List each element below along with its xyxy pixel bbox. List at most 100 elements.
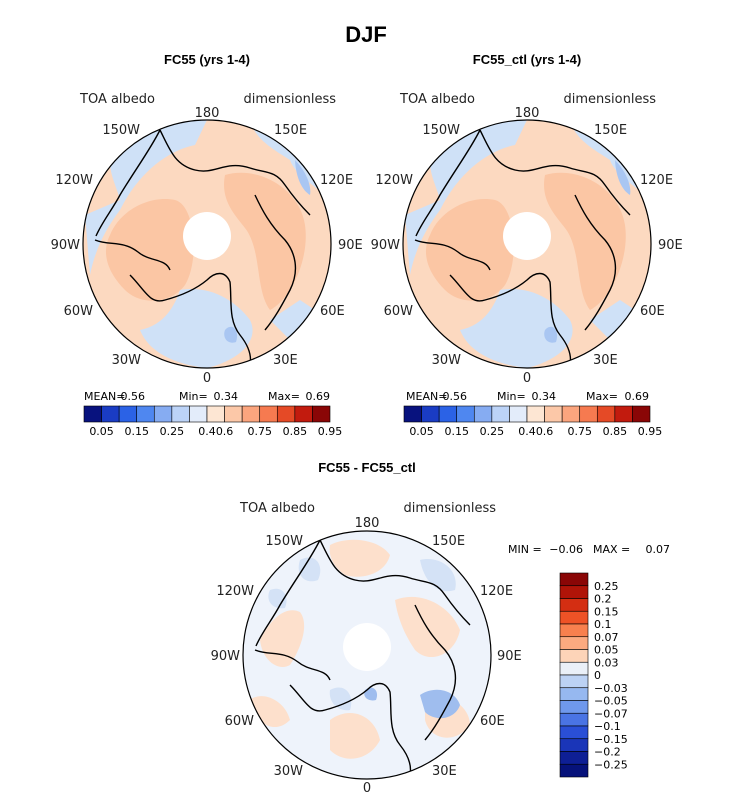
lon-label-30e: 30E: [432, 764, 457, 779]
panel-fc55-map: [83, 120, 331, 368]
stats-mean-value: 0.56: [443, 390, 468, 403]
panel-difference-units-label: dimensionless: [404, 501, 497, 516]
colorbar-tick-label: 0.25: [480, 425, 505, 438]
colorbar-swatch: [259, 405, 278, 423]
colorbar-swatch: [153, 405, 173, 423]
colorbar-tick-label: 0.25: [160, 425, 185, 438]
panel-fc55-ctl-title: FC55_ctl (yrs 1-4): [473, 52, 581, 67]
stats-min-value: 0.34: [532, 390, 557, 403]
lon-label-180: 180: [515, 106, 540, 121]
panel-fc55-colorbar: 0.05 0.15 0.25 0.4 0.6 0.75 0.85 0.95: [83, 405, 343, 438]
lon-label-60e: 60E: [640, 304, 665, 319]
lon-label-30e: 30E: [593, 353, 618, 368]
map-field-warm: [425, 172, 626, 310]
colorbar-tick-label: 0.05: [409, 425, 434, 438]
lon-label-90w: 90W: [211, 649, 241, 664]
stats-mean-value: 0.56: [121, 390, 146, 403]
lon-label-0: 0: [363, 781, 371, 796]
panel-fc55-ctl-colorbar: 0.05 0.15 0.25 0.4 0.6 0.75 0.85 0.95: [403, 405, 663, 438]
panel-difference-lon-labels: 180 150E 120E 90E 60E 30E 0 30W 60W 90W …: [211, 516, 522, 796]
colorbar-swatch: [559, 725, 589, 740]
figure-title: DJF: [345, 22, 387, 47]
colorbar-tick-label: −0.25: [594, 758, 628, 771]
colorbar-swatch: [559, 674, 589, 689]
panel-difference-variable-label: TOA albedo: [239, 501, 315, 516]
colorbar-tick-label: 0.95: [318, 425, 343, 438]
panel-fc55-lon-labels: 180 150E 120E 90E 60E 30E 0 30W 60W 90W …: [51, 106, 363, 386]
stats-max-value: 0.07: [646, 543, 671, 556]
colorbar-swatch: [276, 405, 296, 423]
colorbar-swatch: [171, 405, 190, 423]
colorbar-swatch: [559, 623, 589, 638]
panel-fc55-ctl-variable-label: TOA albedo: [399, 92, 475, 107]
colorbar-tick-label: −0.2: [594, 746, 621, 759]
lon-label-60w: 60W: [384, 304, 414, 319]
colorbar-swatch: [189, 405, 208, 423]
lon-label-90e: 90E: [658, 238, 683, 253]
colorbar-swatch: [101, 405, 120, 423]
lon-label-30w: 30W: [112, 353, 142, 368]
stats-min-label: Min=: [497, 390, 526, 403]
colorbar-tick-label: 0.85: [283, 425, 308, 438]
pole-hole: [503, 212, 551, 260]
stats-max-label: Max=: [586, 390, 618, 403]
panel-fc55-ctl-lon-labels: 180 150E 120E 90E 60E 30E 0 30W 60W 90W …: [371, 106, 683, 386]
stats-min-label: MIN =: [508, 543, 542, 556]
panel-difference-colorbar: 0.250.20.150.10.070.050.030−0.03−0.05−0.…: [559, 572, 628, 778]
pole-hole: [343, 623, 391, 671]
panel-difference-title: FC55 - FC55_ctl: [318, 460, 416, 475]
colorbar-tick-label: −0.15: [594, 733, 628, 746]
colorbar-swatch: [456, 405, 475, 423]
panel-fc55-variable-label: TOA albedo: [79, 92, 155, 107]
lon-label-180: 180: [195, 106, 220, 121]
lon-label-150e: 150E: [432, 534, 465, 549]
map-coastlines: [94, 129, 311, 366]
colorbar-tick-label: 0.15: [444, 425, 469, 438]
lon-label-60w: 60W: [225, 714, 255, 729]
panel-fc55-ctl-map: [403, 120, 651, 368]
colorbar-swatch: [559, 661, 589, 676]
lon-label-120e: 120E: [320, 173, 353, 188]
panel-fc55-map-border: [82, 119, 332, 369]
lon-label-90e: 90E: [338, 238, 363, 253]
colorbar-swatch: [438, 405, 458, 423]
map-field-cool-dark: [544, 160, 631, 343]
colorbar-tick-label: −0.03: [594, 682, 628, 695]
colorbar-tick-label: 0.75: [567, 425, 592, 438]
lon-label-120w: 120W: [216, 584, 254, 599]
lon-label-120e: 120E: [640, 173, 673, 188]
colorbar-swatch: [559, 610, 589, 625]
lon-label-150e: 150E: [274, 123, 307, 138]
lon-label-150w: 150W: [102, 123, 140, 138]
lon-label-150w: 150W: [422, 123, 460, 138]
map-field-cool: [268, 557, 456, 711]
lon-label-90w: 90W: [51, 238, 81, 253]
colorbar-swatch: [559, 738, 589, 752]
stats-mean-label: MEAN=: [84, 390, 125, 403]
panel-fc55-ctl: FC55_ctl (yrs 1-4) TOA albedo dimensionl…: [371, 52, 683, 438]
colorbar-tick-label: 0.05: [89, 425, 114, 438]
map-coastlines: [254, 539, 471, 776]
panel-difference-map: [243, 531, 491, 779]
stats-min-value: −0.06: [549, 543, 583, 556]
map-field-warm: [105, 172, 306, 310]
lon-label-180: 180: [355, 516, 380, 531]
colorbar-tick-label: −0.1: [594, 720, 621, 733]
pole-hole: [183, 212, 231, 260]
stats-min-label: Min=: [179, 390, 208, 403]
colorbar-tick-label: 0.6: [216, 425, 234, 438]
map-field-warm: [250, 539, 470, 759]
colorbar-swatch: [224, 405, 243, 423]
lon-label-60e: 60E: [480, 714, 505, 729]
stats-mean-label: MEAN=: [406, 390, 447, 403]
colorbar-swatch: [596, 405, 616, 423]
colorbar-tick-label: 0.95: [638, 425, 663, 438]
colorbar-swatch: [559, 572, 589, 587]
colorbar-swatch: [241, 405, 261, 423]
panel-fc55-ctl-map-border: [402, 119, 652, 369]
colorbar-swatch: [614, 405, 633, 423]
colorbar-swatch: [312, 405, 331, 423]
colorbar-tick-label: −0.07: [594, 707, 628, 720]
colorbar-swatch: [559, 751, 589, 765]
lon-label-0: 0: [523, 371, 531, 386]
